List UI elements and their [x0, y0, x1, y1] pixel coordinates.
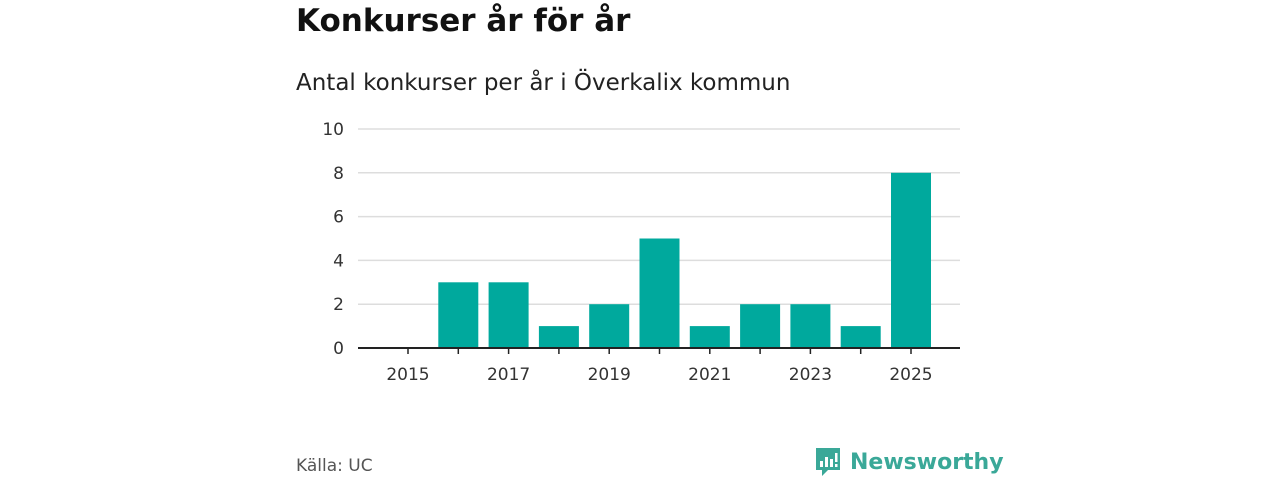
chart-subtitle: Antal konkurser per år i Överkalix kommu…	[296, 70, 791, 96]
bar-2016	[438, 282, 479, 348]
bar-2017	[488, 282, 529, 348]
x-tick-label: 2021	[688, 365, 731, 385]
bar-2021	[689, 326, 730, 348]
newsworthy-logo-icon	[816, 448, 840, 476]
bar-2020	[639, 238, 680, 348]
y-tick-label: 6	[333, 208, 344, 228]
bar-2023	[790, 304, 831, 348]
y-tick-label: 10	[322, 120, 344, 140]
x-tick-label: 2017	[487, 365, 530, 385]
y-tick-label: 2	[333, 295, 344, 315]
y-tick-label: 8	[333, 164, 344, 184]
newsworthy-logo[interactable]: Newsworthy	[814, 446, 1004, 478]
bar-2022	[740, 304, 781, 348]
chart-title: Konkurser år för år	[296, 3, 631, 39]
x-tick-label: 2015	[386, 365, 429, 385]
x-tick-label: 2019	[588, 365, 631, 385]
x-tick-label: 2025	[889, 365, 932, 385]
x-axis-ticks: 2015 2017 2019 2021 2023 2025	[386, 348, 933, 385]
source-note: Källa: UC	[296, 456, 373, 476]
y-tick-label: 0	[333, 339, 344, 359]
x-tick-label: 2023	[789, 365, 832, 385]
y-axis-ticks: 0 2 4 6 8 10	[322, 120, 344, 359]
grid-lines	[358, 128, 960, 305]
bar-2018	[538, 326, 579, 348]
y-tick-label: 4	[333, 251, 344, 271]
bar-2019	[589, 304, 630, 348]
bars	[438, 172, 931, 348]
bar-2025	[891, 172, 931, 348]
bar-2024	[840, 326, 881, 348]
bar-chart: 0 2 4 6 8 10 2015 2017 2019 2021 2023 2025	[322, 120, 960, 385]
brand-name: Newsworthy	[850, 449, 1004, 475]
